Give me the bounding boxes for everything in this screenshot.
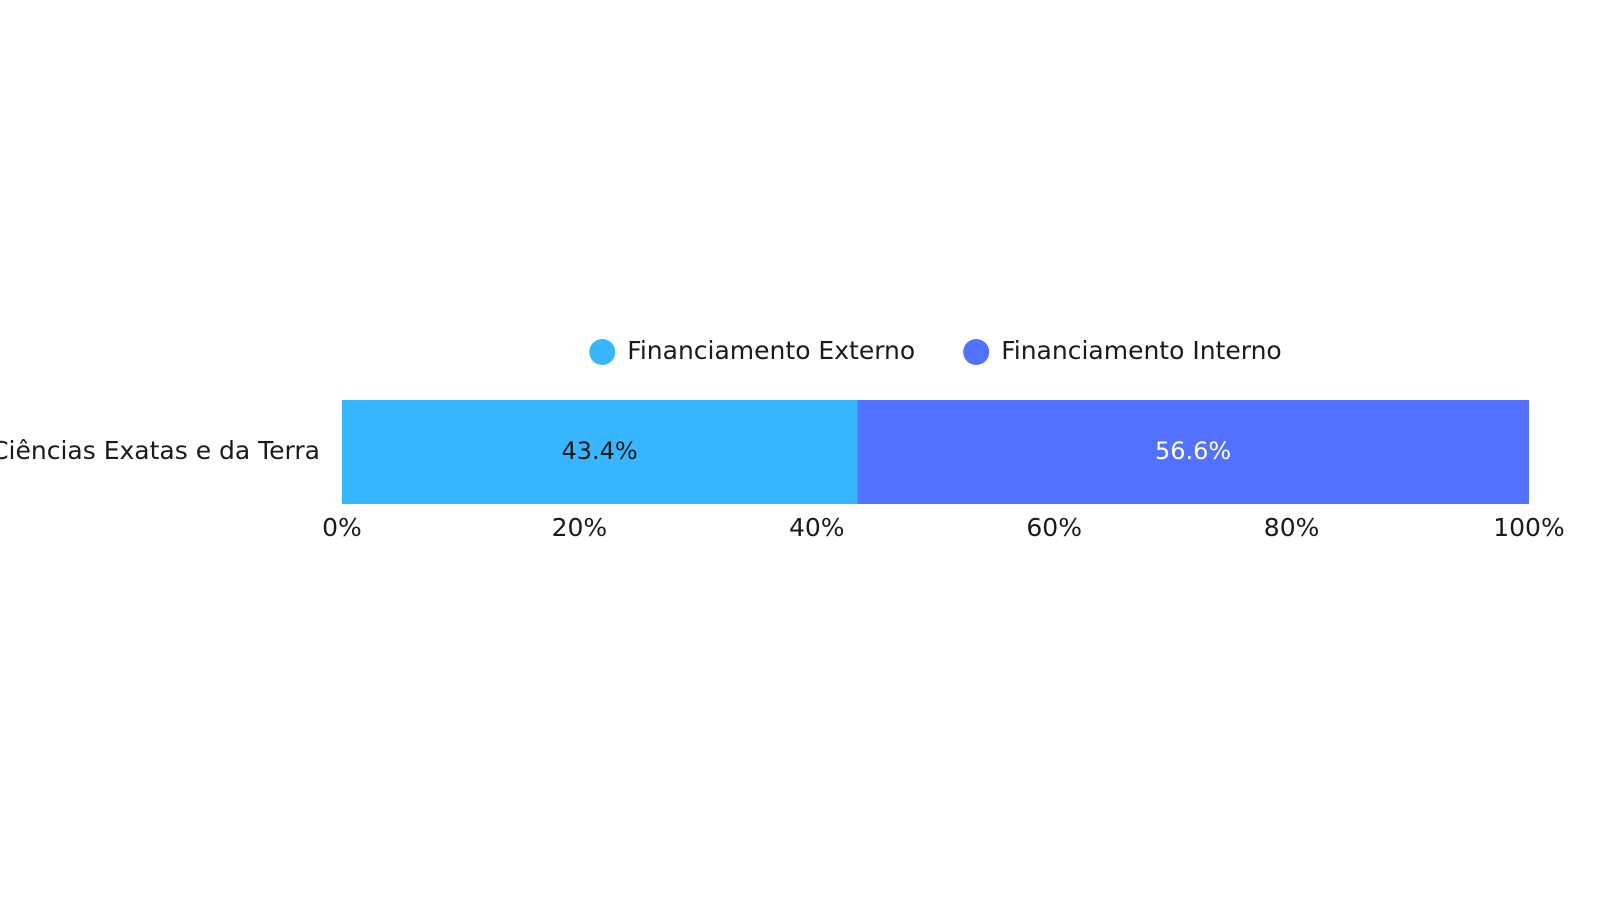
legend-item: Financiamento Externo — [589, 336, 915, 365]
value-label: 56.6% — [1155, 437, 1231, 465]
legend-marker — [589, 339, 616, 365]
value-label: 43.4% — [561, 437, 637, 465]
x-tick-label: 20% — [552, 513, 608, 542]
legend-marker — [963, 339, 990, 365]
y-tick-label: Ciências Exatas e da Terra — [0, 436, 320, 465]
x-tick-label: 0% — [322, 513, 362, 542]
x-tick-label: 80% — [1264, 513, 1320, 542]
x-tick-label: 100% — [1493, 513, 1564, 542]
legend-item: Financiamento Interno — [963, 336, 1282, 365]
legend-label: Financiamento Interno — [1001, 336, 1282, 365]
x-tick-label: 60% — [1026, 513, 1082, 542]
bar-segment — [342, 400, 858, 504]
x-tick-label: 40% — [789, 513, 845, 542]
legend-label: Financiamento Externo — [627, 336, 915, 365]
bar-segment — [857, 400, 1529, 504]
